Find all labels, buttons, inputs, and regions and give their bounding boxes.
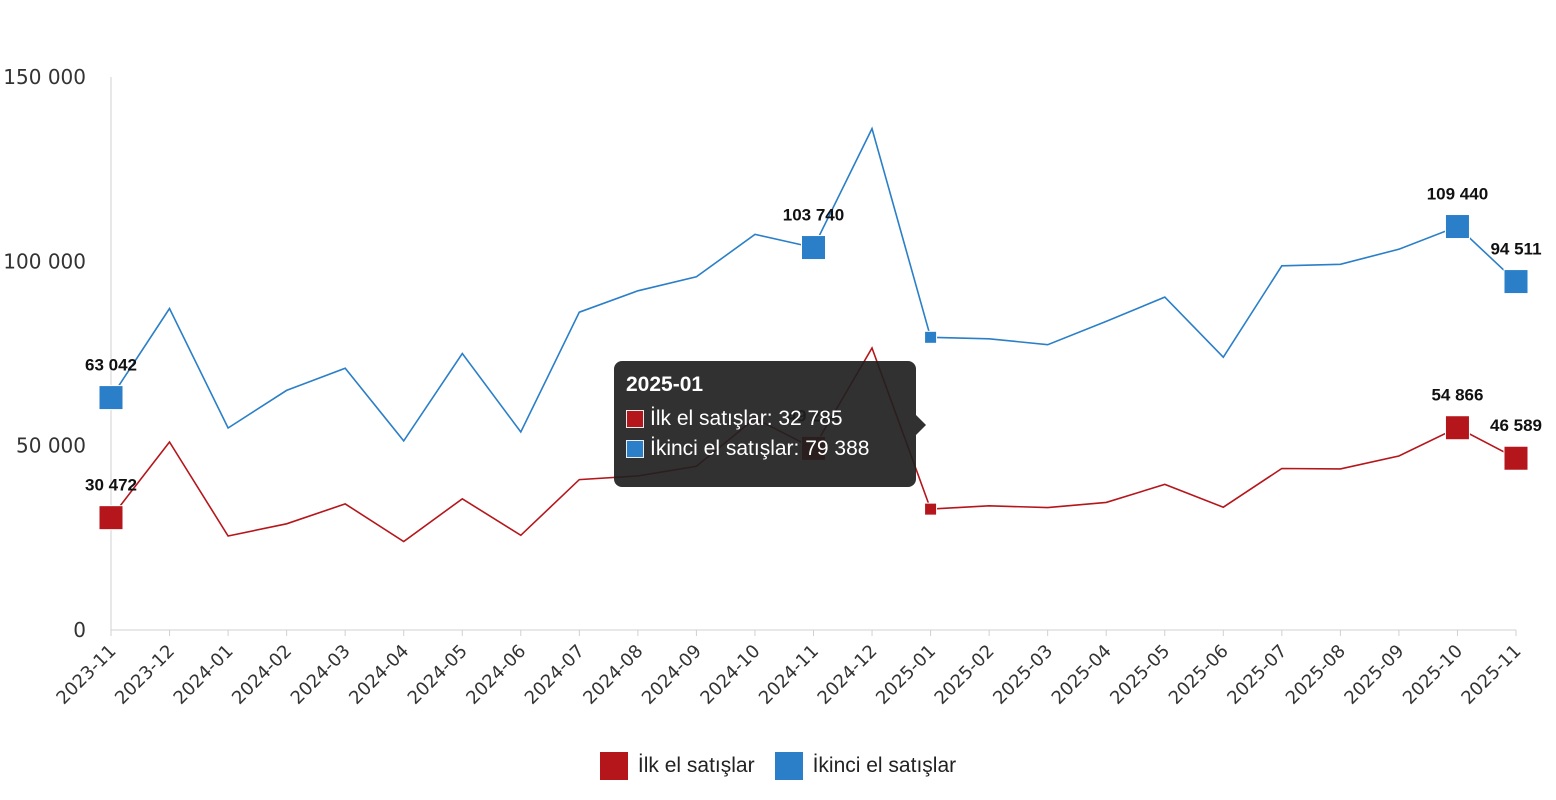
hover-marker — [924, 502, 938, 516]
x-tick-label: 2025-11 — [1457, 641, 1525, 709]
x-tick-label: 2024-04 — [345, 641, 413, 709]
x-tick-label: 2025-02 — [931, 641, 999, 709]
hover-marker — [924, 330, 938, 344]
data-marker — [1444, 214, 1470, 240]
data-marker — [98, 505, 124, 531]
data-marker — [1444, 415, 1470, 441]
tooltip-row-first: İlk el satışlar: 32 785 — [626, 407, 904, 431]
tooltip-text-second: İkinci el satışlar: 79 388 — [650, 437, 870, 460]
x-tick-label: 2023-12 — [111, 641, 179, 709]
x-tick-label: 2024-08 — [579, 641, 647, 709]
x-tick-label: 2025-06 — [1165, 641, 1233, 709]
x-tick-label: 2024-06 — [462, 641, 530, 709]
tooltip-swatch-second — [626, 440, 644, 458]
data-marker — [801, 235, 826, 261]
chart-tooltip: 2025-01 İlk el satışlar: 32 785 İkinci e… — [614, 361, 926, 487]
x-tick-label: 2025-03 — [989, 641, 1057, 709]
x-tick-label: 2024-12 — [814, 641, 882, 709]
x-tick-label: 2024-02 — [228, 641, 296, 709]
x-tick-label: 2024-01 — [170, 641, 238, 709]
y-tick-label: 50 000 — [16, 434, 86, 458]
x-tick-label: 2024-11 — [755, 641, 823, 709]
legend-item-first[interactable]: İlk el satışlar — [599, 752, 755, 780]
legend-swatch-first — [599, 752, 628, 780]
data-label: 54 866 — [1431, 386, 1483, 405]
data-marker — [1503, 445, 1529, 471]
x-tick-label: 2025-10 — [1399, 641, 1467, 709]
legend-label-first: İlk el satışlar — [637, 754, 755, 777]
x-tick-label: 2024-07 — [521, 641, 589, 709]
x-tick-label: 2024-05 — [404, 641, 472, 709]
data-label: 94 511 — [1490, 240, 1541, 259]
x-tick-label: 2025-07 — [1223, 641, 1291, 709]
x-tick-label: 2024-09 — [638, 641, 706, 709]
tooltip-row-second: İkinci el satışlar: 79 388 — [626, 437, 904, 461]
x-tick-label: 2023-11 — [52, 641, 120, 709]
y-tick-label: 150 000 — [3, 65, 86, 89]
tooltip-text-first: İlk el satışlar: 32 785 — [650, 407, 843, 430]
x-tick-label: 2025-01 — [872, 641, 940, 709]
tooltip-swatch-first — [626, 410, 644, 428]
tooltip-title: 2025-01 — [626, 373, 704, 396]
legend-swatch-second — [774, 752, 803, 780]
y-tick-label: 0 — [73, 618, 86, 642]
chart-legend: İlk el satışlar İkinci el satışlar — [0, 752, 1556, 780]
x-tick-label: 2025-08 — [1282, 641, 1350, 709]
data-label: 103 740 — [783, 206, 844, 225]
x-tick-label: 2025-05 — [1106, 641, 1174, 709]
legend-label-second: İkinci el satışlar — [812, 754, 957, 777]
data-marker — [1503, 269, 1529, 295]
x-tick-label: 2025-04 — [1048, 641, 1116, 709]
data-label: 46 589 — [1490, 416, 1542, 435]
legend-item-second[interactable]: İkinci el satışlar — [774, 752, 957, 780]
x-tick-label: 2024-03 — [287, 641, 355, 709]
data-marker — [98, 385, 124, 411]
x-tick-label: 2025-09 — [1340, 641, 1408, 709]
data-label: 109 440 — [1427, 185, 1488, 204]
y-tick-label: 100 000 — [3, 249, 86, 273]
x-tick-label: 2024-10 — [696, 641, 764, 709]
data-label: 30 472 — [85, 476, 137, 495]
data-label: 63 042 — [85, 356, 137, 375]
